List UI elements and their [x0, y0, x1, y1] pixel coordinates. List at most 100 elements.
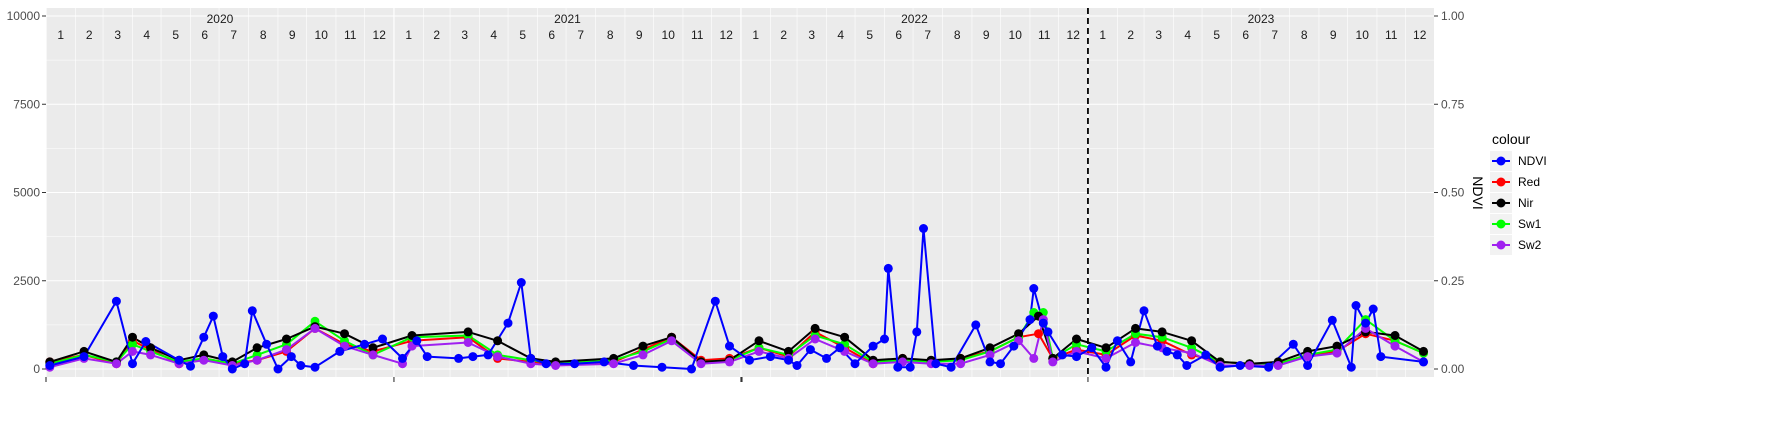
data-point-ndvi [111, 296, 121, 306]
data-point-ndvi [422, 352, 432, 362]
data-point-ndvi [1235, 361, 1245, 370]
data-point-sw2 [638, 350, 648, 360]
y-tick-label: 0 [33, 362, 40, 376]
y-tick-label: 2500 [13, 274, 40, 288]
month-label: 12 [720, 28, 734, 42]
month-label: 5 [172, 28, 179, 42]
legend-label-ndvi: NDVI [1518, 154, 1547, 168]
month-label: 8 [954, 28, 961, 42]
data-point-nir [1072, 334, 1081, 344]
data-point-ndvi [1057, 350, 1067, 360]
data-point-ndvi [1264, 362, 1274, 372]
data-point-ndvi [1368, 304, 1378, 314]
month-label: 4 [837, 28, 844, 42]
data-point-nir [784, 346, 793, 356]
month-label: 9 [289, 28, 296, 42]
month-label: 4 [143, 28, 150, 42]
year-label: 2022 [901, 12, 928, 26]
data-point-ndvi [1201, 350, 1211, 360]
data-point-ndvi [454, 353, 464, 363]
data-point-sw2 [1303, 352, 1313, 362]
data-point-nir [638, 341, 648, 351]
month-label: 11 [344, 28, 357, 42]
y-tick-label: 7500 [13, 97, 40, 111]
month-label: 4 [490, 28, 497, 42]
data-point-nir [463, 327, 473, 337]
data-point-ndvi [1162, 346, 1172, 356]
month-label: 2 [433, 28, 440, 42]
month-label: 6 [548, 28, 555, 42]
data-point-ndvi [541, 359, 551, 369]
data-point-sw2 [754, 346, 764, 356]
data-point-ndvi [1303, 361, 1313, 370]
month-label: 5 [866, 28, 873, 42]
month-label: 2 [86, 28, 93, 42]
data-point-ndvi [1112, 336, 1122, 346]
month-label: 8 [607, 28, 614, 42]
data-point-ndvi [1139, 306, 1149, 316]
data-point-ndvi [262, 339, 272, 349]
data-point-ndvi [835, 343, 845, 353]
data-point-ndvi [996, 359, 1005, 369]
data-point-sw2 [282, 345, 291, 355]
data-point-ndvi [725, 341, 734, 351]
data-point-ndvi [1043, 327, 1053, 337]
data-point-ndvi [868, 341, 878, 351]
data-point-ndvi [893, 362, 903, 372]
data-point-ndvi [516, 278, 526, 287]
data-point-ndvi [286, 352, 296, 362]
series-points [45, 224, 1428, 374]
month-label: 7 [577, 28, 584, 42]
data-point-ndvi [1182, 361, 1192, 370]
data-point-ndvi [792, 361, 802, 370]
data-point-ndvi [208, 311, 218, 321]
data-point-nir [985, 343, 995, 353]
month-label: 9 [983, 28, 990, 42]
data-point-ndvi [1288, 339, 1298, 349]
data-point-sw2 [810, 334, 820, 344]
data-point-sw2 [725, 357, 734, 367]
data-point-sw2 [252, 355, 262, 365]
data-point-ndvi [745, 355, 754, 365]
data-point-ndvi [570, 359, 580, 369]
data-point-nir [146, 343, 156, 353]
month-label: 10 [315, 28, 329, 42]
month-label: 2 [780, 28, 787, 42]
data-point-ndvi [378, 334, 387, 344]
data-point-nir [754, 336, 764, 346]
data-point-ndvi [273, 364, 283, 374]
legend-label-sw2: Sw2 [1518, 238, 1542, 252]
data-point-ndvi [1172, 350, 1182, 360]
data-point-ndvi [1215, 362, 1225, 372]
data-point-sw2 [609, 359, 619, 369]
data-point-ndvi [398, 353, 407, 363]
data-point-nir [1390, 331, 1400, 340]
data-point-ndvi [1419, 357, 1428, 367]
month-label: 11 [691, 28, 704, 42]
data-point-sw2 [1101, 353, 1111, 363]
data-point-ndvi [880, 334, 889, 344]
month-label: 7 [924, 28, 931, 42]
data-point-sw2 [1048, 357, 1058, 367]
month-label: 1 [57, 28, 64, 42]
data-point-ndvi [296, 361, 306, 370]
legend-title: colour [1492, 131, 1530, 147]
data-point-ndvi [310, 362, 320, 372]
data-point-nir [1332, 341, 1342, 351]
left-y-axis: 0 2500 5000 7500 10000 [7, 9, 46, 376]
data-point-sw2 [868, 359, 878, 369]
data-point-sw2 [1273, 361, 1283, 370]
data-point-ndvi [1038, 318, 1048, 328]
data-point-ndvi [1126, 357, 1136, 367]
y-tick-label: 5000 [13, 186, 40, 200]
data-point-nir [1187, 336, 1197, 346]
data-point-ndvi [141, 337, 151, 346]
month-label: 3 [1155, 28, 1162, 42]
month-label: 6 [895, 28, 902, 42]
month-label: 1 [752, 28, 759, 42]
data-point-nir [810, 323, 820, 333]
data-point-ndvi [412, 336, 422, 346]
data-point-ndvi [526, 353, 536, 363]
